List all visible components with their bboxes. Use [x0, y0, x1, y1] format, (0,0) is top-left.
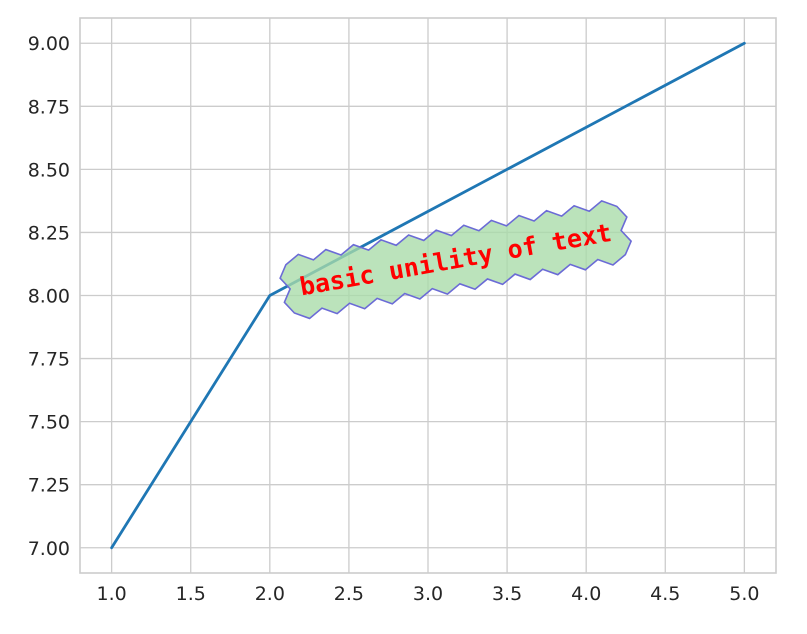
axes-frame	[79, 17, 777, 574]
y-tick-label: 8.25	[28, 222, 70, 244]
series-line	[110, 41, 746, 550]
y-gridlines	[80, 42, 776, 549]
annotation-box	[279, 200, 633, 320]
x-tick-label: 2.5	[334, 583, 364, 605]
y-tick-labels: 7.00 7.25 7.50 7.75 8.00 8.25 8.50 8.75 9.00	[28, 33, 70, 560]
y-tick-label: 7.25	[28, 475, 70, 497]
x-tick-label: 5.0	[729, 583, 759, 605]
x-tick-label: 1.0	[97, 583, 127, 605]
y-tick-label: 7.75	[28, 349, 70, 371]
series-layer	[110, 41, 746, 550]
x-tick-label: 3.0	[413, 583, 443, 605]
y-tick-label: 8.75	[28, 96, 70, 118]
annotation: basic unility of text	[279, 200, 633, 320]
y-tick-label: 7.50	[28, 412, 70, 434]
x-tick-label: 3.5	[492, 583, 522, 605]
x-tick-label: 4.0	[571, 583, 601, 605]
y-tick-label: 9.00	[28, 33, 70, 55]
x-tick-label: 1.5	[176, 583, 206, 605]
y-tick-label: 7.00	[28, 538, 70, 560]
y-tick-label: 8.00	[28, 286, 70, 308]
y-tick-label: 8.50	[28, 159, 70, 181]
x-tick-label: 4.5	[650, 583, 680, 605]
x-tick-labels: 1.0 1.5 2.0 2.5 3.0 3.5 4.0 4.5 5.0	[97, 583, 760, 605]
x-tick-label: 2.0	[255, 583, 285, 605]
